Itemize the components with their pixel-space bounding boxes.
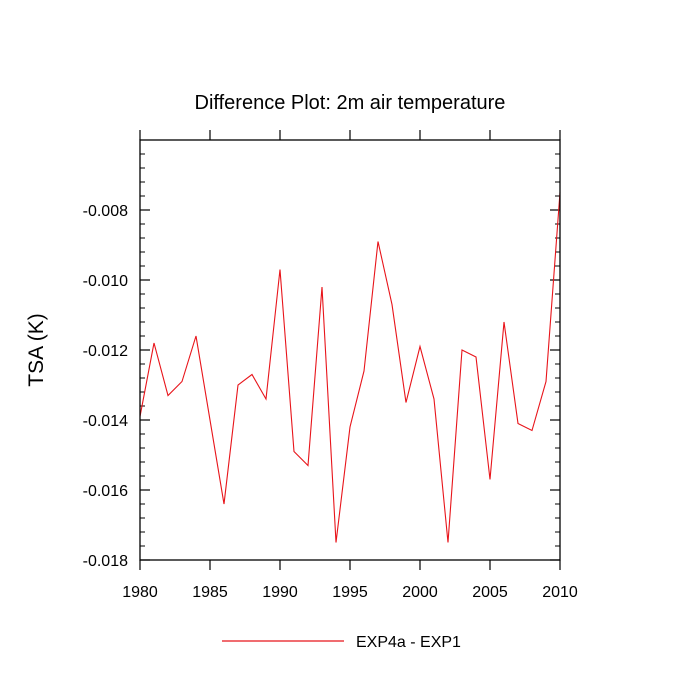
y-tick-labels: -0.018 -0.016 -0.014 -0.012 -0.010 -0.008: [83, 203, 128, 570]
chart-title: Difference Plot: 2m air temperature: [195, 92, 506, 114]
y-tick-label: -0.012: [83, 343, 128, 360]
x-tick-label: 1990: [262, 584, 298, 601]
x-tick-label: 2005: [472, 584, 508, 601]
x-tick-label: 1985: [192, 584, 228, 601]
y-tick-label: -0.018: [83, 553, 128, 570]
x-tick-label: 2000: [402, 584, 438, 601]
legend-label-exp4a-exp1: EXP4a - EXP1: [356, 634, 461, 651]
y-tick-label: -0.014: [83, 413, 128, 430]
series-line-exp4a-exp1: [139, 192, 561, 543]
x-tick-label: 1980: [122, 584, 158, 601]
x-tick-label: 1995: [332, 584, 368, 601]
major-ticks: [139, 130, 561, 570]
series-layer: [139, 192, 561, 543]
y-tick-label: -0.010: [83, 273, 128, 290]
y-tick-label: -0.008: [83, 203, 128, 220]
x-tick-labels: 1980 1985 1990 1995 2000 2005 2010: [122, 584, 578, 601]
plot-frame: [139, 139, 561, 561]
minor-ticks: [140, 153, 560, 547]
x-tick-label: 2010: [542, 584, 578, 601]
y-tick-label: -0.016: [83, 483, 128, 500]
legend: EXP4a - EXP1: [222, 634, 461, 651]
y-axis-label: TSA (K): [25, 313, 48, 387]
